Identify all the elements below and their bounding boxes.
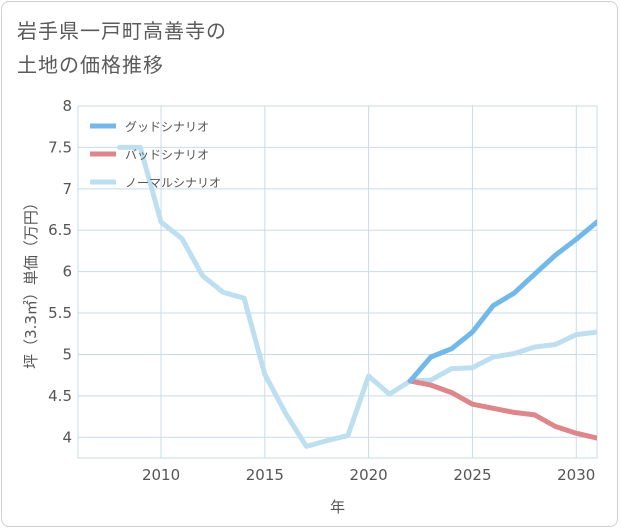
y-tick-label: 8 bbox=[62, 97, 72, 115]
axis-labels: 年 坪（3.3㎡）単価（万円） bbox=[22, 195, 345, 516]
x-tick-label: 2020 bbox=[350, 466, 388, 484]
series-lines bbox=[117, 144, 597, 449]
legend-label: ノーマルシナリオ bbox=[125, 176, 221, 190]
x-tick-label: 2015 bbox=[246, 466, 284, 484]
chart-title-line-2: 土地の価格推移 bbox=[17, 53, 164, 77]
x-tick-label: 2010 bbox=[142, 466, 180, 484]
x-axis-title: 年 bbox=[330, 498, 345, 516]
axes: 4 4.5 5 5.5 6 6.5 7 7.5 8 2010 2015 2020 2025 2030 bbox=[48, 97, 595, 484]
series-line-1 bbox=[407, 219, 597, 384]
y-axis-title: 坪（3.3㎡）単価（万円） bbox=[22, 195, 40, 369]
y-tick-label: 7 bbox=[62, 180, 72, 198]
x-tick-label: 2025 bbox=[453, 466, 491, 484]
legend-label: グッドシナリオ bbox=[125, 120, 209, 134]
chart-title: 岩手県一戸町高善寺の 土地の価格推移 bbox=[17, 14, 437, 82]
y-tick-label: 4.5 bbox=[48, 387, 72, 405]
series-line-2 bbox=[407, 378, 597, 441]
y-tick-label: 7.5 bbox=[48, 138, 72, 156]
y-tick-label: 6 bbox=[62, 263, 72, 281]
grid bbox=[77, 105, 598, 459]
y-tick-label: 5 bbox=[62, 345, 72, 363]
y-tick-label: 6.5 bbox=[48, 221, 72, 239]
y-tick-label: 5.5 bbox=[48, 304, 72, 322]
y-tick-label: 4 bbox=[62, 428, 72, 446]
chart-title-line-1: 岩手県一戸町高善寺の bbox=[17, 19, 227, 43]
legend-label: バッドシナリオ bbox=[125, 148, 209, 162]
x-tick-label: 2030 bbox=[557, 466, 595, 484]
series-line-3 bbox=[117, 144, 597, 449]
